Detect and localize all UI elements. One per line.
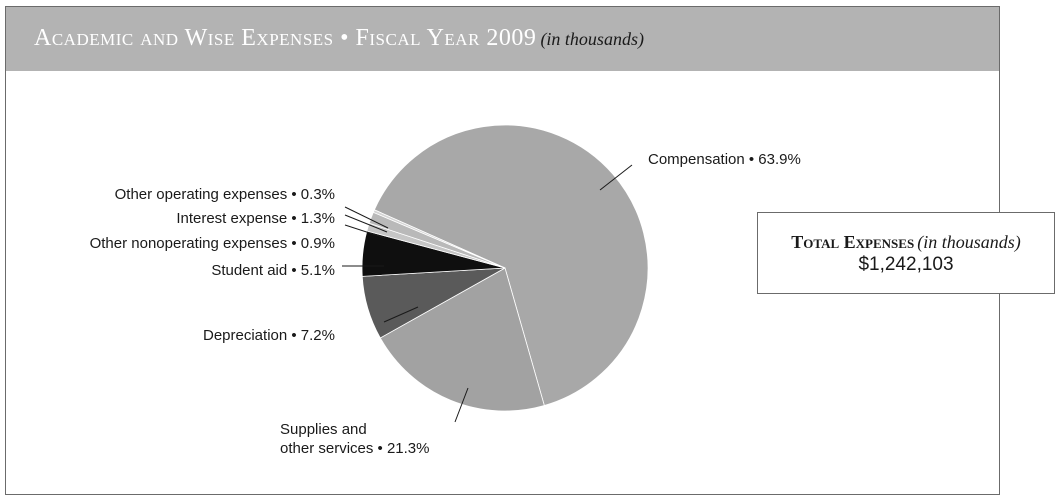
slice-other-operating — [372, 209, 506, 269]
slice-compensation — [373, 124, 649, 406]
leader-other-nonoperating — [344, 224, 386, 239]
chart-title: Academic and Wise Expenses • Fiscal Year… — [34, 25, 644, 52]
total-expenses-value: $1,242,103 — [858, 254, 954, 275]
total-expenses-title: Total Expenses (in thousands) — [758, 232, 1054, 253]
label-student-aid: Student aid • 5.1% — [211, 262, 335, 279]
slice-supplies — [379, 267, 545, 412]
total-expenses-unit: (in thousands) — [917, 232, 1021, 252]
chart-subtitle: (in thousands) — [540, 29, 644, 49]
total-expenses-label: Total Expenses — [791, 232, 915, 252]
leader-depreciation — [383, 306, 419, 323]
leader-interest — [344, 214, 388, 233]
leader-compensation — [599, 164, 633, 191]
label-depreciation: Depreciation • 7.2% — [203, 327, 335, 344]
label-supplies: Supplies and other services • 21.3% — [280, 421, 430, 457]
label-other-operating: Other operating expenses • 0.3% — [115, 186, 335, 203]
header-bar: Academic and Wise Expenses • Fiscal Year… — [6, 7, 999, 71]
chart-title-text: Academic and Wise Expenses • Fiscal Year… — [34, 25, 537, 51]
leader-supplies — [454, 387, 469, 423]
leader-other-operating — [344, 206, 389, 229]
label-other-nonoperating: Other nonoperating expenses • 0.9% — [90, 235, 335, 252]
label-compensation: Compensation • 63.9% — [648, 151, 801, 168]
total-expenses-box: Total Expenses (in thousands) $1,242,103 — [757, 212, 1055, 294]
label-interest: Interest expense • 1.3% — [176, 210, 335, 227]
